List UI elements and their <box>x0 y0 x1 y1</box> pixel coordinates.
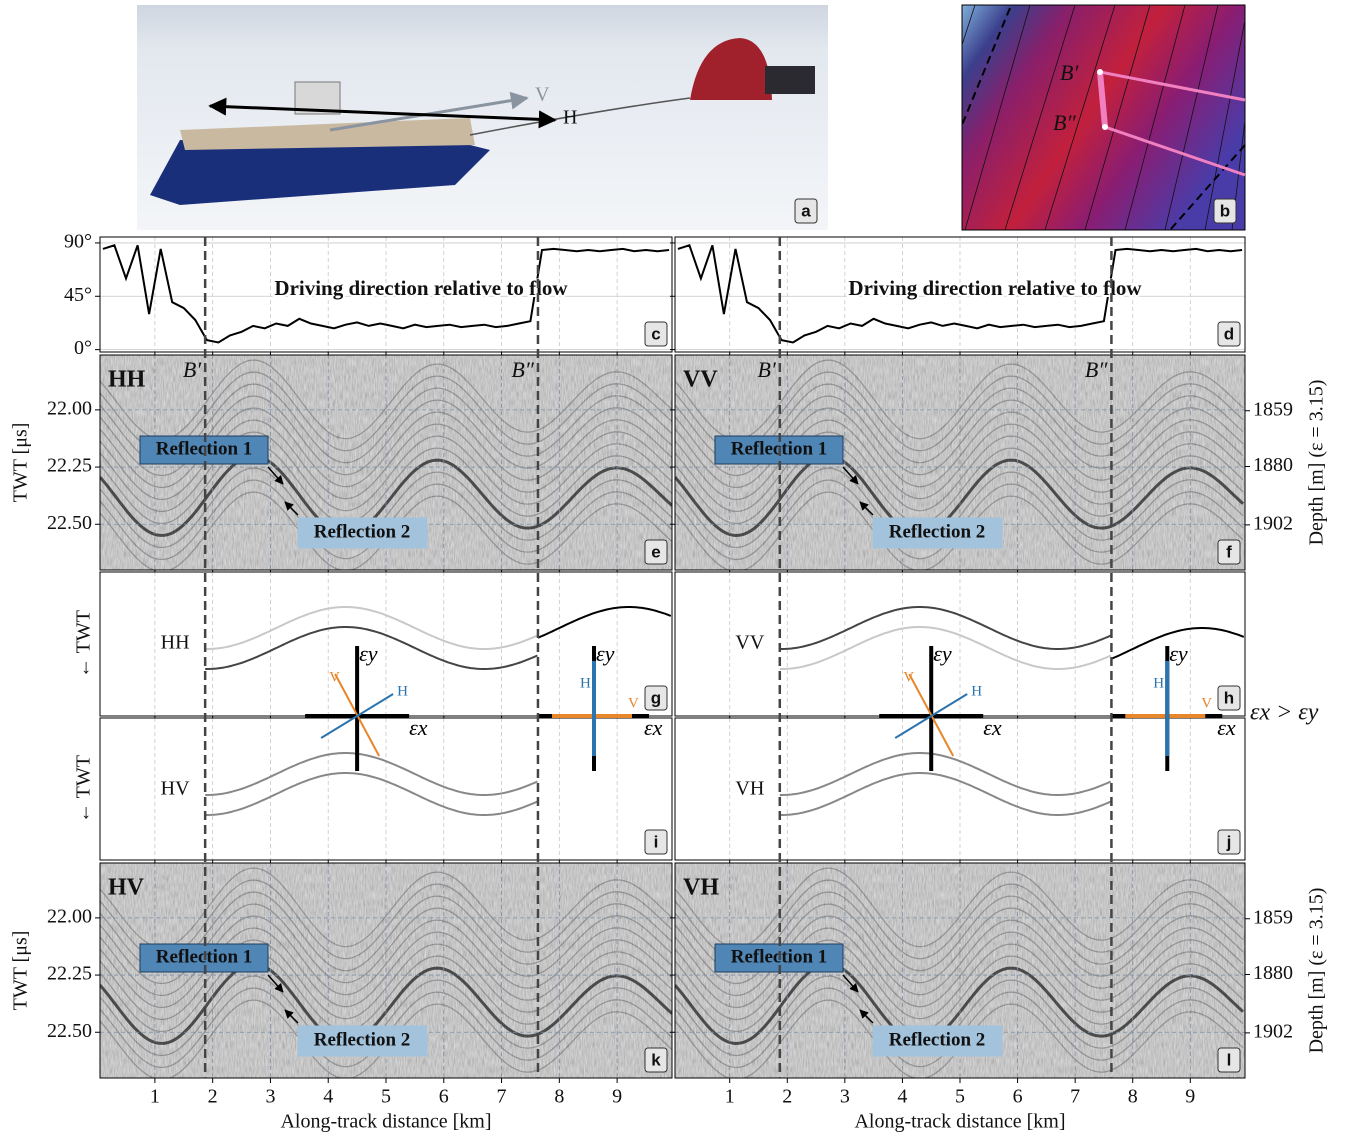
y-tick-label: 22.25 <box>47 455 92 477</box>
y2-tick-label: 1880 <box>1253 962 1293 984</box>
y-tick-label: 0° <box>74 337 92 359</box>
cross-label: H <box>397 683 408 699</box>
map-panel: B′ B″ b <box>962 5 1245 230</box>
x-tick-label: 1 <box>150 1086 160 1108</box>
x-tick-label: 4 <box>323 1086 333 1108</box>
panel-label: k <box>651 1050 661 1069</box>
figure: V H a B′ B″ b 0° 45° 90° Driving direction … <box>0 0 1345 1140</box>
x-tick-label: 3 <box>265 1086 275 1108</box>
panel-label: c <box>651 324 660 343</box>
cross-label: εy <box>1169 641 1188 666</box>
track-point <box>1102 124 1108 130</box>
x-tick-label: 7 <box>497 1086 507 1108</box>
annotation: Reflection 2 <box>889 521 986 542</box>
x-tick-label: 2 <box>782 1086 792 1108</box>
panel-label: f <box>1226 542 1232 561</box>
mode-label: VH <box>735 778 764 800</box>
annotation: Reflection 2 <box>314 521 411 542</box>
photo-panel: V H a <box>137 5 828 230</box>
y-axis-label: TWT [μs] <box>10 423 32 503</box>
panel-label: h <box>1224 688 1234 707</box>
x-tick-label: 5 <box>955 1086 965 1108</box>
x-tick-label: 6 <box>1013 1086 1023 1108</box>
cross-label: H <box>580 675 591 691</box>
y2-axis-label: Depth [m] (ε = 3.15) <box>1306 888 1328 1054</box>
track-point <box>1097 69 1103 75</box>
panel-label: g <box>651 688 661 707</box>
cross-label: εy <box>596 641 615 666</box>
annotation: Driving direction relative to flow <box>274 276 568 300</box>
y2-tick-label: 1902 <box>1253 512 1293 534</box>
cross-label: V <box>329 669 340 685</box>
panel-label: e <box>651 542 660 561</box>
x-tick-label: 2 <box>208 1086 218 1108</box>
section-label: B″ <box>1085 357 1108 382</box>
panel-label: a <box>801 201 811 220</box>
v-label: V <box>535 84 550 106</box>
panel-title: VV <box>683 367 718 393</box>
x-tick-label: 1 <box>725 1086 735 1108</box>
y-tick-label: 22.50 <box>47 512 92 534</box>
panel-label: j <box>1226 832 1232 851</box>
note: εx > εy <box>1250 700 1319 726</box>
y2-tick-label: 1859 <box>1253 398 1293 420</box>
annotation: Driving direction relative to flow <box>848 276 1142 300</box>
cross-label: V <box>628 695 639 711</box>
y-axis-label: ← TWT <box>73 610 95 678</box>
y2-axis-label: Depth [m] (ε = 3.15) <box>1306 380 1328 546</box>
panel-label: d <box>1224 324 1234 343</box>
mode-label: HV <box>161 778 190 800</box>
y-axis-label: TWT [μs] <box>10 931 32 1011</box>
y-tick-label: 90° <box>64 231 92 253</box>
snowmobile <box>765 66 815 94</box>
x-tick-label: 9 <box>1185 1086 1195 1108</box>
x-tick-label: 8 <box>1128 1086 1138 1108</box>
section-label: B′ <box>758 357 777 382</box>
annotation: Reflection 2 <box>889 1029 986 1050</box>
x-tick-label: 8 <box>554 1086 564 1108</box>
y-tick-label: 45° <box>64 284 92 306</box>
x-tick-label: 9 <box>612 1086 622 1108</box>
panel-title: HH <box>108 367 146 393</box>
x-tick-label: 4 <box>897 1086 907 1108</box>
map-label: B′ <box>1060 60 1079 85</box>
h-label: H <box>563 107 577 129</box>
x-tick-label: 6 <box>439 1086 449 1108</box>
cross-label: εx <box>409 715 428 740</box>
mode-label: HH <box>161 632 190 654</box>
x-axis-label: Along-track distance [km] <box>854 1111 1065 1133</box>
y2-tick-label: 1880 <box>1253 454 1293 476</box>
y-tick-label: 22.00 <box>47 397 92 419</box>
x-tick-label: 3 <box>840 1086 850 1108</box>
panel-title: HV <box>108 875 145 901</box>
y2-tick-label: 1859 <box>1253 906 1293 928</box>
x-tick-label: 5 <box>381 1086 391 1108</box>
y-tick-label: 22.50 <box>47 1020 92 1042</box>
annotation: Reflection 2 <box>314 1029 411 1050</box>
cross-label: εx <box>983 715 1002 740</box>
section-label: B″ <box>511 357 534 382</box>
map-label: B″ <box>1053 110 1076 135</box>
cross-label: H <box>971 683 982 699</box>
y-axis-label: ← TWT <box>73 755 95 823</box>
cross-label: V <box>903 669 914 685</box>
y2-tick-label: 1902 <box>1253 1020 1293 1042</box>
panel-label: b <box>1220 201 1230 220</box>
cross-label: V <box>1201 695 1212 711</box>
section-label: B′ <box>183 357 202 382</box>
y-tick-label: 22.00 <box>47 905 92 927</box>
panel-label: l <box>1227 1050 1232 1069</box>
x-axis-label: Along-track distance [km] <box>280 1111 491 1133</box>
cross-label: εy <box>933 641 952 666</box>
page: V H a B′ B″ b 0° 45° 90° Driving direction … <box>0 0 1345 1140</box>
cross-label: εx <box>644 715 663 740</box>
y-tick-label: 22.25 <box>47 963 92 985</box>
cross-label: εx <box>1217 715 1236 740</box>
x-tick-label: 7 <box>1070 1086 1080 1108</box>
cross-label: εy <box>359 641 378 666</box>
mode-label: VV <box>735 632 764 654</box>
cross-label: H <box>1153 675 1164 691</box>
panel-title: VH <box>683 875 719 901</box>
panel-label: i <box>654 832 659 851</box>
